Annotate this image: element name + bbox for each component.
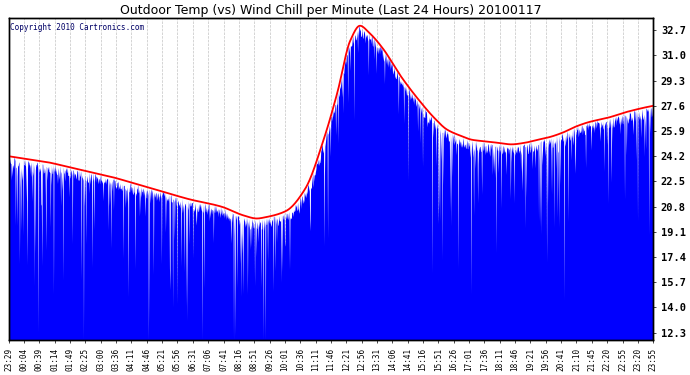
Text: Copyright 2010 Cartronics.com: Copyright 2010 Cartronics.com: [10, 23, 144, 32]
Title: Outdoor Temp (vs) Wind Chill per Minute (Last 24 Hours) 20100117: Outdoor Temp (vs) Wind Chill per Minute …: [120, 4, 542, 17]
